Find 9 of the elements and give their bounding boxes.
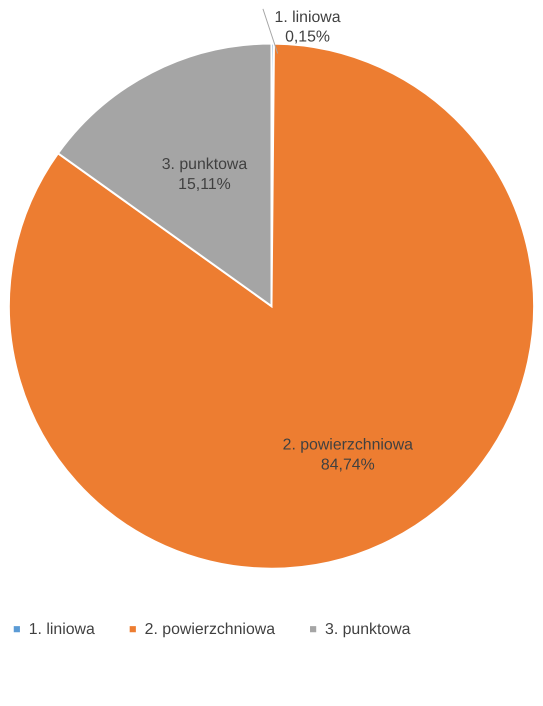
slice-label: 3. punktowa [162,156,248,173]
legend-label: 1. liniowa [28,621,95,638]
legend-label: 3. punktowa [325,621,411,638]
slice-label: 1. liniowa [274,8,341,26]
data-label: 0,15% [285,28,330,46]
slice-label: 2. powierzchniowa [282,436,414,454]
data-label: 15,11% [178,176,231,193]
legend-label: 2. powierzchniowa [144,621,276,638]
data-label: 84,74% [320,456,375,474]
